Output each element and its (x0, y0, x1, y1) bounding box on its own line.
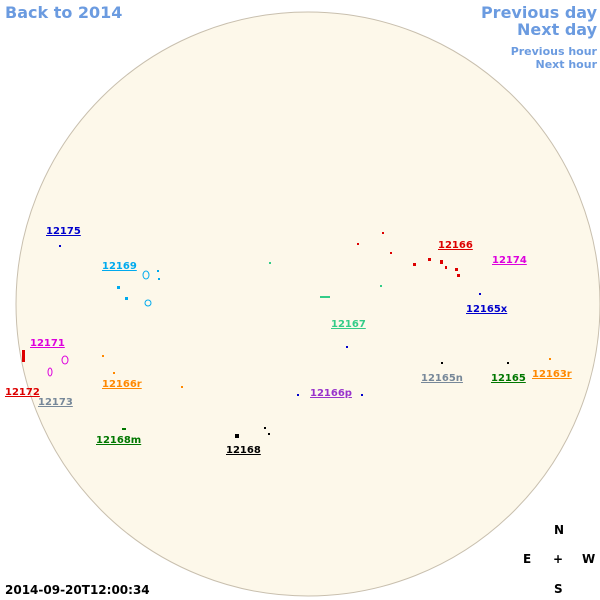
solar-disk (15, 11, 600, 597)
compass-south: S (554, 582, 563, 596)
compass-north: N (554, 523, 565, 537)
region-link[interactable]: 12166r (102, 379, 142, 390)
region-link[interactable]: 12167 (331, 319, 366, 330)
next-hour-link[interactable]: Next hour (535, 58, 598, 71)
region-link[interactable]: 12165n (421, 373, 463, 384)
region-link[interactable]: 12168m (96, 435, 142, 446)
previous-hour-link[interactable]: Previous hour (510, 45, 597, 58)
previous-day-link[interactable]: Previous day (480, 3, 597, 22)
compass-center: + (553, 552, 564, 566)
region-link[interactable]: 12168 (226, 445, 261, 456)
region-link[interactable]: 12172 (5, 387, 40, 398)
region-link[interactable]: 12166 (438, 240, 473, 251)
back-link[interactable]: Back to 2014 (5, 3, 123, 22)
region-link[interactable]: 12169 (102, 261, 137, 272)
region-link[interactable]: 12163r (532, 369, 572, 380)
next-day-link[interactable]: Next day (517, 20, 597, 39)
compass-east: E (523, 552, 532, 566)
timestamp: 2014-09-20T12:00:34 (5, 583, 150, 597)
compass-west: W (582, 552, 596, 566)
region-link[interactable]: 12165 (491, 373, 526, 384)
region-link[interactable]: 12171 (30, 338, 65, 349)
region-link[interactable]: 12173 (38, 397, 73, 408)
region-link[interactable]: 12165x (466, 304, 508, 315)
region-link[interactable]: 12166p (310, 388, 352, 399)
region-link[interactable]: 12174 (492, 255, 527, 266)
sunspots (22, 232, 551, 438)
region-link[interactable]: 12175 (46, 226, 81, 237)
